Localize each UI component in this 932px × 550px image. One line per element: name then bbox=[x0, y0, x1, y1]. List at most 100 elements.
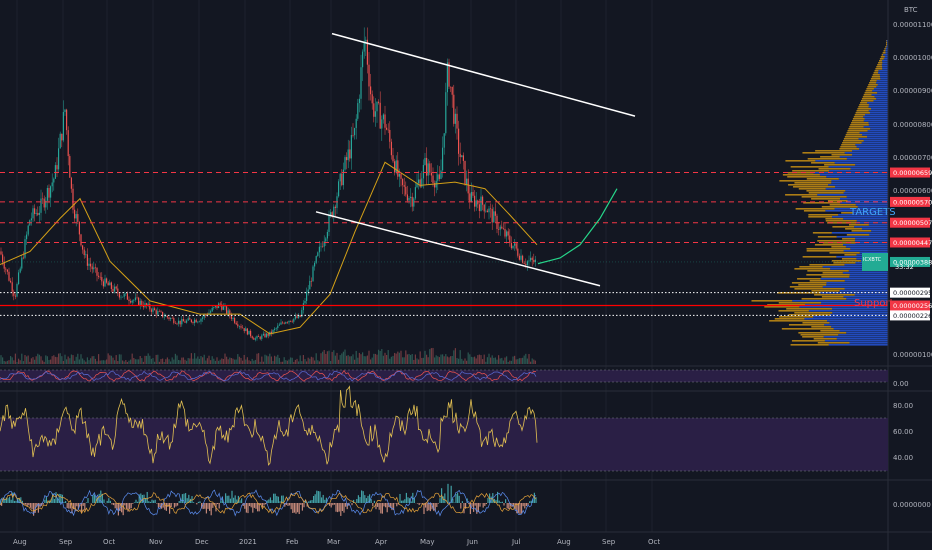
volume-profile-up-bar bbox=[855, 144, 888, 146]
histogram-bar-negative bbox=[284, 503, 286, 507]
candle-body-up bbox=[454, 113, 456, 124]
histogram-bar-negative bbox=[391, 503, 393, 511]
volume-bar bbox=[170, 361, 172, 364]
candle-body-up bbox=[344, 157, 346, 170]
volume-bar bbox=[435, 355, 437, 364]
volume-profile-down-bar bbox=[872, 74, 880, 76]
candle-body-up bbox=[139, 300, 141, 306]
histogram-bar-negative bbox=[341, 503, 343, 512]
candle-body-down bbox=[450, 86, 452, 88]
histogram-bar-negative bbox=[26, 503, 28, 507]
volume-profile-down-bar bbox=[886, 44, 887, 46]
candle-body-down bbox=[341, 173, 343, 186]
volume-bar bbox=[117, 361, 119, 364]
rsi-pane[interactable]: 80.00 60.00 40.00 bbox=[0, 385, 932, 472]
volume-profile-up-bar bbox=[844, 152, 888, 154]
volume-profile-down-bar bbox=[845, 228, 862, 230]
histogram-bar-negative bbox=[330, 503, 332, 508]
candle-body-down bbox=[477, 200, 479, 205]
volume-profile-down-bar bbox=[806, 190, 846, 192]
candle-body-down bbox=[56, 165, 58, 170]
volume-bar bbox=[82, 358, 84, 364]
candle-body-down bbox=[158, 311, 160, 312]
histogram-bar-negative bbox=[340, 503, 342, 516]
oscillator-pane-2[interactable]: 0.0000000 bbox=[0, 479, 932, 517]
volume-bar bbox=[406, 354, 408, 364]
histogram-bar-negative bbox=[167, 503, 169, 507]
volume-profile-down-bar bbox=[811, 162, 835, 164]
volume-profile-down-bar bbox=[794, 312, 833, 314]
volume-profile-up-bar bbox=[838, 178, 888, 180]
candle-body-down bbox=[406, 194, 408, 201]
candle-body-down bbox=[205, 314, 207, 316]
histogram-bar-positive bbox=[309, 500, 311, 503]
volume-profile-up-bar bbox=[845, 190, 888, 192]
price-tag-box-3 bbox=[890, 237, 930, 248]
volume-bar bbox=[242, 360, 244, 364]
volume-profile-down-bar bbox=[769, 320, 827, 322]
price-axis[interactable]: BTC 0.00001100 0.00001000 0.00000900 0.0… bbox=[862, 0, 932, 550]
volume-profile-up-bar bbox=[859, 148, 888, 150]
volume-profile-down-bar bbox=[785, 160, 816, 162]
histogram-bar-negative bbox=[423, 503, 425, 514]
histogram-bar-negative bbox=[337, 503, 339, 513]
price-tag-box-7 bbox=[890, 310, 930, 321]
histogram-bar-negative bbox=[210, 503, 212, 516]
volume-bar bbox=[74, 360, 76, 364]
candle-body-up bbox=[280, 322, 282, 325]
volume-profile-down-bar bbox=[795, 208, 835, 210]
histogram-bar-negative bbox=[82, 503, 84, 506]
candle-body-up bbox=[202, 317, 204, 319]
time-axis[interactable]: Aug Sep Oct Nov Dec 2021 Feb Mar Apr May… bbox=[0, 531, 932, 546]
volume-bar bbox=[67, 356, 69, 364]
volume-profile-up-bar bbox=[792, 300, 888, 302]
volume-bar bbox=[182, 357, 184, 364]
symbol-tag: ICXBTC 33:32 bbox=[862, 253, 914, 271]
histogram-bar-negative bbox=[428, 503, 430, 511]
volume-bar bbox=[488, 353, 490, 364]
volume-bar bbox=[475, 358, 477, 364]
volume-profile-down-bar bbox=[800, 334, 839, 336]
candle-body-up bbox=[75, 214, 77, 219]
candle-body-down bbox=[522, 255, 524, 263]
histogram-bar-positive bbox=[50, 499, 52, 503]
candle-body-down bbox=[518, 255, 520, 260]
volume-bar bbox=[339, 355, 341, 364]
candle-body-up bbox=[534, 259, 536, 263]
candle-body-up bbox=[200, 318, 202, 322]
candle-body-up bbox=[328, 215, 330, 233]
volume-profile-up-bar bbox=[859, 132, 888, 134]
trendlines[interactable] bbox=[315, 32, 636, 287]
candle-body-down bbox=[86, 254, 88, 266]
candlesticks bbox=[0, 27, 536, 342]
volume-bar bbox=[501, 357, 503, 364]
histogram-bar-positive bbox=[444, 493, 446, 503]
histogram-bar-negative bbox=[335, 503, 337, 512]
candle-body-up bbox=[211, 307, 213, 312]
volume-profile-down-bar bbox=[876, 66, 883, 68]
candle-body-up bbox=[480, 196, 482, 211]
histogram-bar-negative bbox=[261, 503, 263, 508]
histogram-bar-positive bbox=[143, 494, 145, 503]
volume-profile-up-bar bbox=[884, 56, 888, 58]
volume-bar bbox=[355, 350, 357, 364]
volume-profile-down-bar bbox=[882, 52, 886, 54]
volume-profile-up-bar bbox=[826, 282, 888, 284]
candle-body-up bbox=[528, 260, 530, 262]
volume-bar bbox=[126, 361, 128, 364]
candle-body-up bbox=[210, 311, 212, 313]
candle-body-down bbox=[411, 196, 413, 207]
volume-profile-down-bar bbox=[842, 142, 862, 144]
histogram-bar-positive bbox=[311, 500, 313, 503]
main-price-pane[interactable]: TARGETS Support bbox=[0, 0, 896, 532]
candle-body-down bbox=[141, 300, 143, 306]
projection-curve[interactable] bbox=[537, 188, 618, 265]
volume-bar bbox=[366, 355, 368, 364]
candle-body-down bbox=[118, 293, 120, 298]
oscillator-pane-1[interactable]: 0.00 bbox=[0, 365, 932, 388]
volume-bar bbox=[112, 357, 114, 364]
price-tick-1000: 0.00001000 bbox=[893, 54, 932, 62]
volume-profile-down-bar bbox=[885, 46, 887, 48]
histogram-bar-positive bbox=[135, 499, 137, 503]
